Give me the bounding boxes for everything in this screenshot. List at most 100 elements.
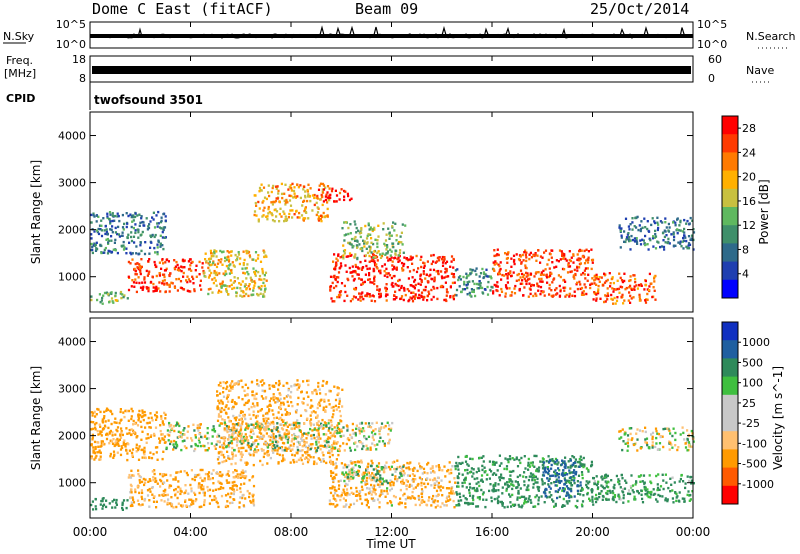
echo-cell — [299, 414, 303, 417]
echo-cell — [309, 427, 312, 431]
echo-cell — [580, 458, 583, 462]
echo-cell — [219, 384, 222, 388]
echo-cell — [399, 466, 402, 470]
echo-cell — [291, 209, 294, 212]
echo-cell — [534, 253, 537, 256]
echo-cell — [247, 400, 250, 403]
echo-cell — [325, 380, 329, 384]
echo-cell — [97, 441, 100, 444]
echo-cell — [466, 468, 469, 472]
echo-cell — [517, 492, 520, 495]
echo-cell — [159, 234, 162, 237]
echo-cell — [223, 428, 226, 432]
echo-cell — [148, 505, 151, 508]
echo-cell — [326, 191, 329, 194]
echo-cell — [390, 501, 393, 504]
echo-cell — [232, 455, 235, 458]
echo-cell — [331, 444, 334, 447]
echo-cell — [286, 201, 289, 204]
echo-cell — [207, 292, 210, 296]
echo-cell — [373, 499, 376, 502]
echo-cell — [211, 498, 214, 502]
echo-cell — [420, 488, 424, 491]
echo-cell — [322, 211, 325, 215]
echo-cell — [258, 186, 262, 190]
echo-cell — [353, 255, 356, 258]
echo-cell — [452, 297, 455, 301]
echo-cell — [445, 260, 449, 263]
echo-cell — [206, 485, 209, 489]
echo-cell — [339, 444, 342, 448]
echo-cell — [376, 443, 379, 446]
echo-cell — [261, 463, 264, 467]
echo-cell — [345, 255, 348, 258]
echo-cell — [432, 494, 435, 498]
echo-cell — [373, 226, 376, 230]
echo-cell — [388, 438, 391, 442]
echo-cell — [529, 272, 533, 276]
echo-cell — [374, 488, 377, 491]
echo-cell — [141, 287, 145, 290]
echo-cell — [223, 436, 226, 439]
echo-cell — [163, 438, 166, 441]
echo-cell — [272, 413, 275, 416]
echo-cell — [194, 493, 197, 496]
echo-cell — [358, 232, 361, 235]
echo-cell — [268, 387, 271, 390]
echo-cell — [257, 384, 260, 387]
echo-cell — [104, 246, 107, 250]
echo-cell — [656, 221, 659, 224]
echo-cell — [233, 280, 236, 283]
echo-cell — [373, 484, 376, 487]
echo-cell — [230, 254, 233, 257]
echo-cell — [402, 464, 405, 467]
echo-cell — [248, 434, 251, 438]
echo-cell — [224, 270, 227, 273]
echo-cell — [388, 231, 391, 234]
echo-cell — [301, 434, 304, 437]
echo-cell — [160, 415, 163, 418]
echo-cell — [668, 242, 671, 245]
echo-cell — [401, 478, 404, 482]
echo-cell — [155, 265, 158, 268]
echo-cell — [259, 380, 262, 383]
echo-cell — [346, 483, 349, 486]
echo-cell — [148, 426, 151, 429]
echo-cell — [354, 461, 357, 464]
echo-cell — [153, 260, 156, 264]
echo-cell — [167, 498, 170, 501]
echo-cell — [90, 233, 93, 236]
echo-cell — [583, 269, 586, 272]
echo-cell — [263, 284, 266, 287]
echo-cell — [471, 280, 474, 283]
echo-cell — [274, 439, 277, 442]
echo-cell — [256, 402, 259, 405]
echo-cell — [337, 487, 340, 490]
echo-cell — [173, 266, 176, 270]
echo-cell — [508, 455, 512, 458]
nsearch-label: N.Search — [746, 30, 796, 43]
echo-cell — [293, 186, 296, 189]
echo-cell — [648, 237, 651, 240]
echo-cell — [580, 471, 584, 474]
echo-cell — [296, 448, 299, 452]
echo-cell — [193, 449, 196, 453]
echo-cell — [336, 259, 339, 262]
echo-cell — [252, 410, 255, 413]
echo-cell — [582, 290, 585, 293]
echo-cell — [567, 262, 570, 265]
echo-cell — [160, 267, 163, 270]
echo-cell — [628, 228, 631, 231]
echo-cell — [225, 445, 228, 449]
echo-cell — [580, 464, 584, 468]
echo-cell — [168, 423, 171, 426]
echo-cell — [275, 428, 278, 432]
echo-cell — [238, 418, 241, 422]
echo-cell — [408, 468, 411, 471]
echo-cell — [273, 396, 276, 399]
echo-cell — [256, 425, 259, 428]
echo-cell — [576, 266, 579, 269]
echo-cell — [576, 269, 579, 272]
echo-cell — [558, 469, 561, 472]
echo-cell — [387, 227, 390, 230]
